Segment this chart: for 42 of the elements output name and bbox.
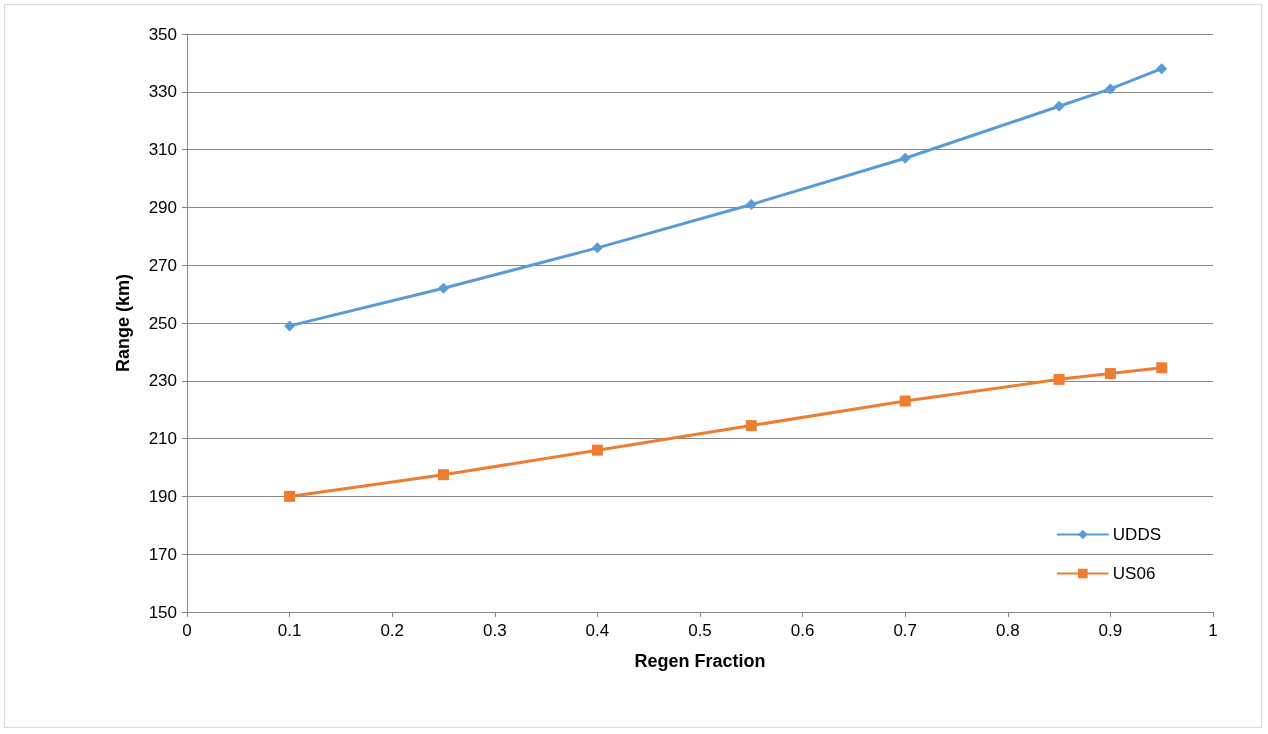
y-tick-label: 230: [148, 371, 177, 391]
legend-label: UDDS: [1112, 525, 1161, 544]
y-tick-label: 190: [148, 486, 177, 506]
point: [745, 199, 757, 211]
x-tick-label: 1: [1208, 621, 1218, 640]
point: [1104, 368, 1116, 380]
point: [591, 242, 603, 254]
point: [284, 320, 296, 332]
y-tick-label: 330: [148, 82, 177, 102]
x-tick-label: 0.9: [1098, 621, 1123, 640]
y-tick-label: 170: [148, 544, 177, 564]
x-tick-label: 0.6: [790, 621, 815, 640]
point: [438, 282, 449, 294]
x-tick-label: 0.7: [893, 621, 918, 640]
x-tick-label: 0.3: [482, 621, 507, 640]
point: [1156, 63, 1168, 75]
point: [899, 152, 911, 164]
x-tick-label: 0.8: [995, 621, 1020, 640]
point: [1104, 83, 1116, 95]
y-tick-label: 250: [148, 313, 177, 333]
point: [1156, 362, 1168, 374]
point: [1053, 100, 1065, 112]
y-tick-label: 290: [148, 197, 177, 217]
y-axis-title: Range (km): [113, 273, 133, 373]
point: [1053, 373, 1065, 385]
x-tick-label: 0: [182, 621, 192, 640]
x-axis-title: Regen Fraction: [634, 651, 766, 671]
y-tick-label: 210: [148, 429, 177, 449]
legend-label: US06: [1112, 564, 1156, 583]
point: [899, 395, 911, 407]
x-tick-label: 0.2: [380, 621, 405, 640]
y-tick-label: 310: [148, 140, 177, 160]
y-tick-label: 350: [148, 24, 177, 44]
point: [438, 469, 449, 481]
x-tick-label: 0.4: [585, 621, 610, 640]
point: [591, 444, 603, 456]
point: [745, 420, 757, 432]
y-tick-label: 270: [148, 255, 177, 275]
y-tick-label: 150: [148, 602, 177, 622]
x-tick-label: 0.1: [277, 621, 302, 640]
x-tick-label: 0.5: [688, 621, 712, 640]
point: [284, 490, 296, 502]
